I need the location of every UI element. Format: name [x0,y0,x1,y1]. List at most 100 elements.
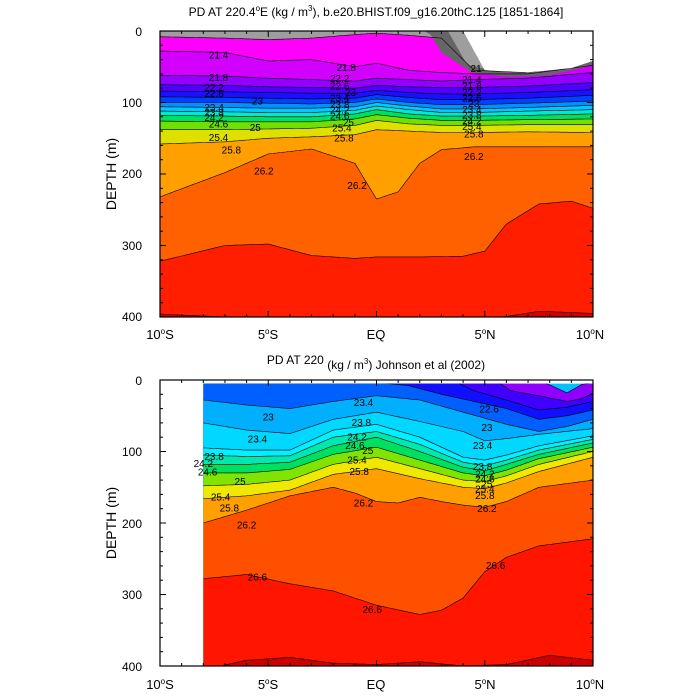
panel-obs-ytick-0: 0 [135,374,142,388]
isopycnal-line-22-2 [203,383,593,411]
contour-label: 23.4 [462,105,482,116]
isopycnal-line-23 [203,395,593,432]
isopycnal-line-25 [203,446,593,477]
contour-label: 22.6 [479,405,499,416]
contour-label: 23.4 [330,94,350,105]
panel-obs-ytick-300: 300 [122,588,142,602]
panel-model-ytick-0: 0 [135,25,142,39]
contour-label: 21.8 [462,81,482,92]
contour-label: 25.8 [334,134,354,145]
contour-label: 24.6 [475,475,495,486]
contour-label: 23 [263,413,275,424]
contour-label: 22.2 [462,88,482,99]
contour-label: 26.2 [237,521,257,532]
contour-label: 25.4 [211,493,231,504]
contour-label: 21.8 [209,73,229,84]
isopycnal-line-26-6 [203,538,593,615]
isopycnal-line-23 [160,94,593,100]
isopycnal-line-23-4 [203,411,593,442]
contour-label: 23.4 [354,398,374,409]
contour-label: 22.6 [204,89,224,100]
panel-model-contour-lines [160,32,593,317]
panel-obs-ylabel: DEPTH (m) [103,487,119,559]
isopycnal-line-22-2 [160,82,593,89]
contour-label: 25.4 [209,133,229,144]
contour-label: 23.4 [248,435,268,446]
contour-label: 24.6 [330,111,350,122]
isopycnal-line-24-6 [203,436,593,472]
contour-label: 25 [250,123,262,134]
isopycnal-line-25-8 [203,456,593,499]
contour-label: 25 [362,446,374,457]
contour-label: 25.8 [220,503,240,514]
contour-label: 24.2 [194,459,214,470]
band-fill-26-6 [160,201,593,317]
panel-obs-y-tick-labels: 0 100 200 300 400 [122,374,142,674]
contour-label: 23 [345,88,357,99]
isopycnal-line-24-6 [160,109,593,118]
isopycnal-line-23-8 [203,423,593,461]
panel-obs-xtick-5N: 5oN [474,677,495,692]
contour-label: 23 [252,96,264,107]
panel-model-axis-ticks [159,30,594,318]
isopycnal-line-26-6 [160,200,593,262]
isopycnal-line-24-2 [160,105,593,113]
band-fill-26-6 [203,538,593,666]
panel-obs-plot-area: 2323.423.824.224.62525.425.826.226.623.4… [160,380,593,666]
contour-label: 26.2 [477,504,497,515]
contour-label: 24.2 [204,113,224,124]
contour-label: 22.6 [330,81,350,92]
isopycnal-line-23-8 [160,102,593,110]
panel-obs-xtick-eq: EQ [367,677,386,692]
panel-obs-xtick-10N: 10oN [576,677,604,692]
contour-label: 24.2 [330,106,350,117]
contour-label: 23 [468,99,480,110]
isopycnal-line-21-8 [160,72,593,82]
panel-model-ytick-200: 200 [122,167,142,181]
panel-obs-xtick-10S: 10oS [146,677,174,692]
contour-label: 26.6 [362,605,382,616]
contour-label: 26.2 [354,498,374,509]
contour-label: 25.4 [332,124,352,135]
contour-label: 26.6 [486,561,506,572]
contour-label: 25.8 [222,146,242,157]
panel-obs-title: PD AT 220 (kg / m3) Johnson et al (2002) [267,353,485,372]
panel-model-xtick-eq: EQ [367,327,386,342]
isopycnal-line-25 [160,114,593,123]
contour-label: 23.8 [204,108,224,119]
isopycnal-line-21-8 [203,383,593,402]
panel-obs: PD AT 220 (kg / m3) Johnson et al (2002)… [103,353,604,692]
panel-model-ytick-400: 400 [122,310,142,324]
isopycnal-line-22-6 [160,89,593,95]
contour-label: 25 [235,477,247,488]
contour-label: 23.8 [473,462,493,473]
contour-label: 25.4 [462,122,482,133]
contour-label: 24.6 [345,441,365,452]
panel-model-x-tick-labels: 10oS 5oS EQ 5oN 10oN [146,327,604,342]
panel-obs-ytick-200: 200 [122,517,142,531]
panel-model: PD AT 220.4oE (kg / m3), b.e20.BHIST.f09… [103,4,604,342]
panel-obs-xtick-5S: 5oS [258,677,279,692]
panel-model-title: PD AT 220.4oE (kg / m3), b.e20.BHIST.f09… [189,4,564,19]
panel-obs-ytick-400: 400 [122,660,142,674]
contour-label: 25 [481,480,493,491]
panel-model-y-tick-labels: 0 100 200 300 400 [122,25,142,324]
contour-label: 24.2 [462,116,482,127]
panel-model-xtick-10S: 10oS [146,327,174,342]
panel-model-xtick-5S: 5oS [258,327,279,342]
panel-obs-x-tick-labels: 10oS 5oS EQ 5oN 10oN [146,677,604,692]
masked-region-patch [424,31,593,77]
isopycnal-line-24-2 [203,431,593,467]
contour-label: 21.8 [336,63,356,74]
contour-label: 24.2 [347,433,367,444]
panel-obs-contour-labels: 2323.423.824.224.62525.425.826.226.623.4… [194,398,506,616]
contour-label: 23.4 [204,103,224,114]
contour-label: 23.8 [462,111,482,122]
isopycnal-line-26-2 [203,479,593,524]
contour-label: 22.2 [330,74,350,85]
contour-label: 23.8 [330,100,350,111]
contour-label: 25.8 [349,467,369,478]
isopycnal-line-23-4 [160,98,593,105]
contour-label: 24.2 [475,470,495,481]
